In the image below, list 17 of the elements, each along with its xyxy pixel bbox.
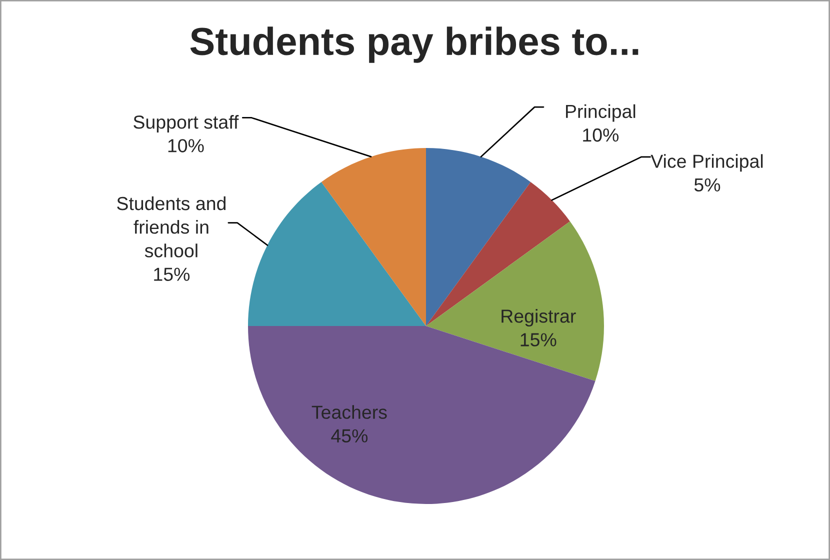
data-label: 10% xyxy=(583,128,619,142)
slice-label: Support staff xyxy=(134,115,239,132)
data-label: 5% xyxy=(694,178,720,192)
data-label: 15% xyxy=(520,333,556,346)
pie-slice xyxy=(248,326,596,504)
pie-slice xyxy=(426,221,604,382)
pie-slice xyxy=(321,148,426,326)
slice-label: Vice Principal xyxy=(650,154,763,172)
slice-label: Principal xyxy=(566,104,636,122)
chart-title: Students pay bribes to... xyxy=(190,26,638,63)
slice-label: Teachers xyxy=(312,405,387,419)
data-label: 10% xyxy=(168,139,204,152)
slice-label: Registrar xyxy=(502,309,576,327)
pie-slice xyxy=(248,182,426,326)
slice-label: Students and friends in school xyxy=(117,196,226,258)
data-label: 15% xyxy=(154,268,190,281)
data-label: 45% xyxy=(331,429,368,443)
